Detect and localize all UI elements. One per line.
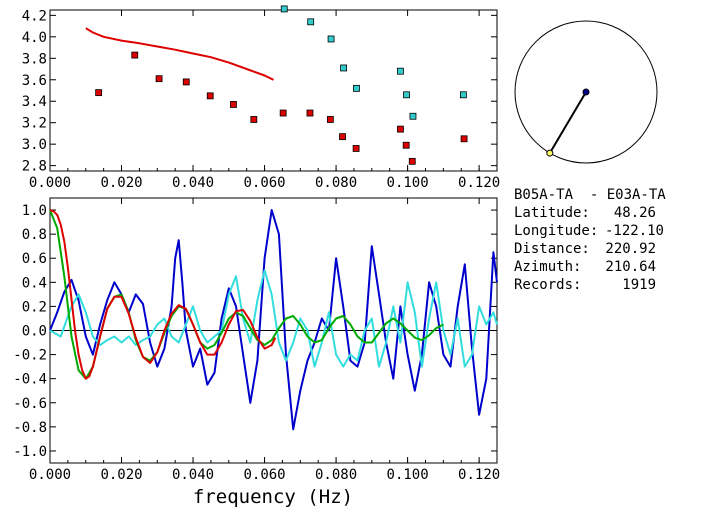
map-circle: [514, 20, 658, 164]
dispersion-x-tick-label: 0.040: [172, 175, 214, 191]
correlation-y-tick-label: 0.6: [22, 251, 47, 267]
correlation-x-tick-label: 0.120: [458, 467, 500, 483]
dispersion-x-tick-label: 0.020: [100, 175, 142, 191]
dispersion-x-tick-labels: 0.000 0.020 0.040 0.060 0.080 0.100 0.120: [29, 175, 500, 191]
dispersion-point: [327, 35, 335, 43]
dispersion-point: [155, 75, 163, 83]
dispersion-point: [339, 133, 346, 141]
dispersion-y-tick-labels: 2.8 3.0 3.2 3.4 3.6 3.8 4.0 4.2: [22, 8, 47, 174]
dispersion-y-tick-label: 3.8: [22, 51, 47, 67]
remote-station-dot: [546, 149, 554, 157]
dispersion-point: [131, 51, 139, 59]
dispersion-x-tick-label: 0.100: [387, 175, 429, 191]
correlation-y-tick-label: -0.4: [13, 372, 47, 388]
dispersion-point: [230, 101, 237, 108]
dispersion-point: [459, 91, 467, 99]
correlation-x-tick-label: 0.080: [315, 467, 357, 483]
azimuth-value: 210.64: [605, 259, 656, 275]
dispersion-y-tick-label: 3.0: [22, 137, 47, 153]
dispersion-point: [250, 116, 258, 123]
dispersion-point: [352, 145, 360, 152]
dispersion-y-tick-label: 4.0: [22, 30, 47, 46]
dispersion-point: [397, 67, 404, 75]
latitude-value: 48.26: [614, 205, 656, 221]
correlation-ticks: [49, 198, 498, 463]
correlation-x-tick-label: 0.100: [387, 467, 429, 483]
correlation-y-tick-label: 0.4: [22, 275, 47, 291]
correlation-x-tick-label: 0.040: [172, 467, 214, 483]
dispersion-point: [403, 91, 410, 99]
dispersion-plot: 0.000 0.020 0.040 0.060 0.080 0.100 0.120 2.8 3…: [22, 5, 500, 191]
dispersion-point: [279, 109, 287, 117]
correlation-y-tick-label: -1.0: [13, 444, 47, 460]
dispersion-point: [280, 5, 288, 13]
dispersion-point: [206, 92, 214, 100]
correlation-series-line: [49, 209, 498, 431]
dispersion-point: [182, 78, 190, 86]
dispersion-y-tick-label: 2.8: [22, 159, 47, 175]
dispersion-x-tick-label: 0.000: [29, 175, 71, 191]
dispersion-point: [402, 141, 410, 149]
dispersion-y-tick-label: 3.6: [22, 73, 47, 89]
dispersion-point: [306, 109, 314, 117]
dispersion-point: [409, 112, 417, 120]
dispersion-x-tick-label: 0.080: [315, 175, 357, 191]
dispersion-point: [353, 84, 360, 92]
records-label: Records:: [514, 277, 581, 293]
correlation-y-tick-label: 0.0: [22, 324, 47, 340]
dispersion-series-line: [85, 27, 274, 81]
correlation-x-tick-label: 0.060: [243, 467, 285, 483]
correlation-y-tick-label: 0.2: [22, 299, 47, 315]
dispersion-y-tick-label: 3.2: [22, 116, 47, 132]
dispersion-y-tick-label: 3.4: [22, 94, 47, 110]
correlation-y-tick-label: -0.2: [13, 348, 47, 364]
correlation-x-tick-label: 0.020: [100, 467, 142, 483]
dispersion-series: [85, 5, 468, 165]
station-map: [514, 20, 658, 164]
correlation-y-tick-label: -0.6: [13, 396, 47, 412]
correlation-y-tick-label: 1.0: [22, 203, 47, 219]
longitude-value: -122.10: [605, 223, 664, 239]
correlation-series-line: [49, 269, 498, 368]
dispersion-plot-frame: [49, 9, 498, 172]
correlation-x-tick-label: 0.000: [29, 467, 71, 483]
dispersion-point: [340, 64, 347, 72]
correlation-series-line: [49, 209, 277, 380]
dispersion-ticks: [49, 10, 498, 171]
station-pair: B05A-TA - E03A-TA: [514, 187, 666, 203]
dispersion-x-tick-label: 0.120: [458, 175, 500, 191]
dispersion-y-tick-label: 4.2: [22, 8, 47, 24]
distance-value: 220.92: [605, 241, 656, 257]
correlation-x-tick-labels: 0.000 0.020 0.040 0.060 0.080 0.100 0.120: [29, 467, 500, 483]
dispersion-point: [397, 125, 404, 133]
station-info: B05A-TA - E03A-TA Latitude: 48.26 Longit…: [514, 187, 666, 293]
correlation-y-tick-labels: 1.0 0.8 0.6 0.4 0.2 0.0 -0.2 -0.4 -0.6 -0.8 -1.0: [13, 203, 47, 460]
azimuth-label: Azimuth:: [514, 259, 581, 275]
center-station-dot: [582, 88, 590, 96]
x-axis-title: frequency (Hz): [193, 486, 353, 508]
correlation-plot: 0.000 0.020 0.040 0.060 0.080 0.100 0.120 1.0 0…: [13, 197, 500, 508]
dispersion-point: [460, 135, 468, 143]
dispersion-point: [95, 89, 103, 97]
station-path-line: [548, 91, 587, 154]
correlation-y-tick-label: 0.8: [22, 227, 47, 243]
dispersion-point: [408, 157, 416, 165]
correlation-y-tick-label: -0.8: [13, 420, 47, 436]
longitude-label: Longitude:: [514, 223, 598, 239]
latitude-label: Latitude:: [514, 205, 590, 221]
correlation-series: [49, 209, 498, 431]
dispersion-point: [307, 18, 315, 26]
dispersion-x-tick-label: 0.060: [243, 175, 285, 191]
records-value: 1919: [622, 277, 656, 293]
distance-label: Distance:: [514, 241, 590, 257]
dispersion-point: [326, 116, 334, 123]
